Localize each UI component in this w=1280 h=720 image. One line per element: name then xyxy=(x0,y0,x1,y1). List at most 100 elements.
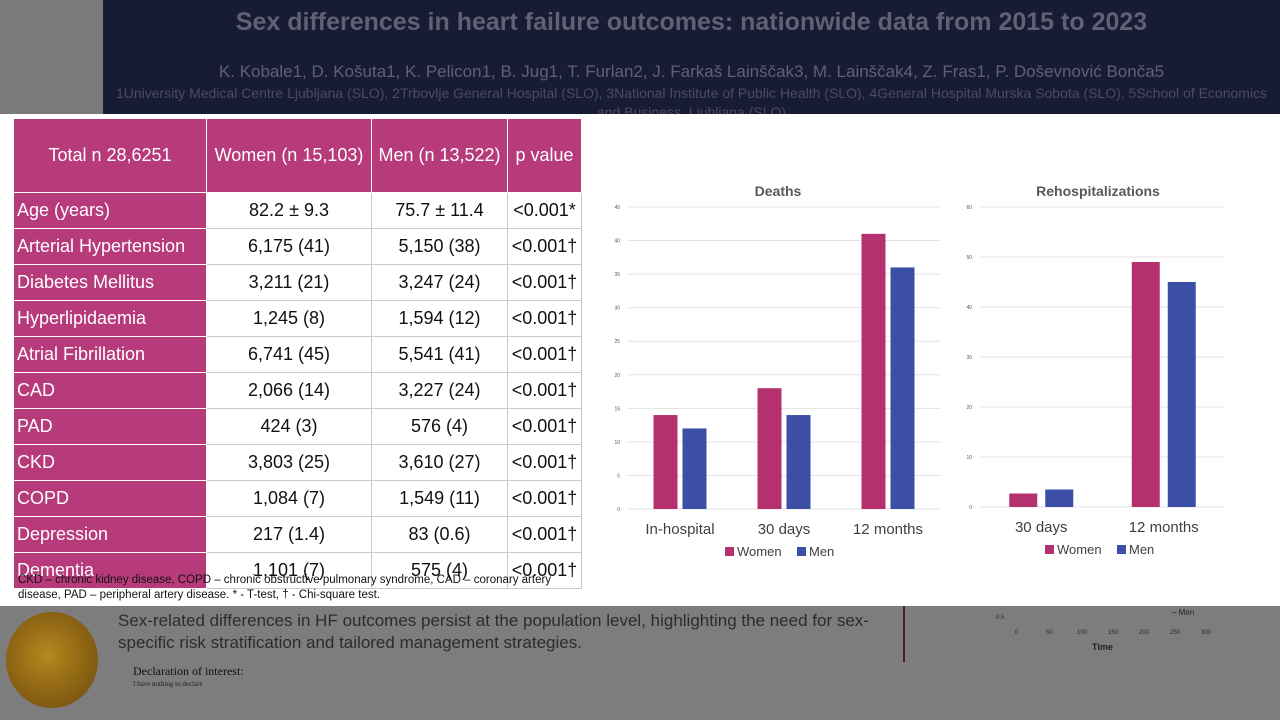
table-row: COPD 1,084 (7) 1,549 (11) <0.001† xyxy=(13,480,582,517)
category-label: 30 days xyxy=(758,521,811,538)
bar-women xyxy=(757,388,782,509)
women-value: 1,101 (7) xyxy=(206,552,372,589)
table-row: Diabetes Mellitus 3,211 (21) 3,247 (24) <0.… xyxy=(13,264,582,301)
bar-men xyxy=(890,267,915,509)
mini-plot-tick: 300 xyxy=(1201,630,1212,636)
women-value: 217 (1.4) xyxy=(206,516,372,553)
p-value: <0.001† xyxy=(507,552,582,589)
table-row: Age (years) 82.2 ± 9.3 75.7 ± 11.4 <0.001* xyxy=(13,192,582,229)
mini-plot-tick: 200 xyxy=(1139,630,1150,636)
men-value: 5,150 (38) xyxy=(371,228,508,265)
row-label: Age (years) xyxy=(13,192,207,229)
p-value: <0.001† xyxy=(507,264,582,301)
men-value: 75.7 ± 11.4 xyxy=(371,192,508,229)
legend-swatch-women xyxy=(725,547,734,556)
poster-affiliations: 1University Medical Centre Ljubljana (SL… xyxy=(115,85,1268,114)
bar-men xyxy=(682,428,707,509)
y-tick-label: 40 xyxy=(614,239,620,245)
men-value: 3,610 (27) xyxy=(371,444,508,481)
women-value: 6,741 (45) xyxy=(206,336,372,373)
women-value: 2,066 (14) xyxy=(206,372,372,409)
poster-title: Sex differences in heart failure outcome… xyxy=(235,8,1148,36)
overlay-panel: Total n 28,6251 Women (n 15,103) Men (n … xyxy=(0,114,1280,606)
legend-label-men: Men xyxy=(809,544,834,559)
poster-logo-image xyxy=(6,612,98,708)
men-value: 576 (4) xyxy=(371,408,508,445)
p-value: <0.001† xyxy=(507,372,582,409)
women-value: 1,245 (8) xyxy=(206,300,372,337)
row-label: PAD xyxy=(13,408,207,445)
chart-title: Deaths xyxy=(755,183,802,199)
table-header-women: Women (n 15,103) xyxy=(206,118,372,193)
table-footnote: CKD – chronic kidney disease, COPD – chr… xyxy=(18,574,552,601)
y-tick-label: 5 xyxy=(617,473,620,479)
bar-women xyxy=(653,415,678,509)
table-row: Dementia 1,101 (7) 575 (4) <0.001† xyxy=(13,552,582,589)
p-value: <0.001† xyxy=(507,480,582,517)
category-label: In-hospital xyxy=(645,521,714,538)
y-tick-label: 20 xyxy=(614,373,620,379)
legend-swatch-men xyxy=(1117,545,1126,554)
women-value: 424 (3) xyxy=(206,408,372,445)
row-label: COPD xyxy=(13,480,207,517)
men-value: 3,247 (24) xyxy=(371,264,508,301)
p-value: <0.001† xyxy=(507,336,582,373)
poster-header: Sex differences in heart failure outcome… xyxy=(103,0,1280,114)
table-header-total: Total n 28,6251 xyxy=(13,118,207,193)
table-header-men: Men (n 13,522) xyxy=(371,118,508,193)
y-tick-label: 45 xyxy=(614,205,620,211)
category-label: 30 days xyxy=(1015,519,1068,536)
bar-men xyxy=(1045,489,1074,507)
legend-label-men: Men xyxy=(1129,542,1154,557)
y-tick-label: 30 xyxy=(966,355,972,361)
poster-conclusion: Sex-related differences in HF outcomes p… xyxy=(118,611,869,652)
category-label: 12 months xyxy=(1129,519,1199,536)
p-value: <0.001† xyxy=(507,516,582,553)
table-header-row: Total n 28,6251 Women (n 15,103) Men (n … xyxy=(13,118,582,193)
table-row: Arterial Hypertension 6,175 (41) 5,150 (38… xyxy=(13,228,582,265)
bar-women xyxy=(1131,262,1160,507)
y-tick-label: 25 xyxy=(614,339,620,345)
chart-title: Rehospitalizations xyxy=(1036,183,1160,199)
y-tick-label: 35 xyxy=(614,272,620,278)
table-row: Hyperlipidaemia 1,245 (8) 1,594 (12) <0.001… xyxy=(13,300,582,337)
category-label: 12 months xyxy=(853,521,923,538)
mini-plot-tick: 250 xyxy=(1170,630,1181,636)
table-row: CKD 3,803 (25) 3,610 (27) <0.001† xyxy=(13,444,582,481)
table-header-p-value: p value xyxy=(507,118,582,193)
table-row: Depression 217 (1.4) 83 (0.6) <0.001† xyxy=(13,516,582,553)
mini-plot-tick: 100 xyxy=(1077,630,1088,636)
y-tick-label: 10 xyxy=(614,440,620,446)
deaths-chart: Deaths 0 5 10 15 20 25 30 35 40 45 In-hospital 30 da… xyxy=(614,183,940,559)
mini-plot-tick: 50 xyxy=(1046,630,1053,636)
bar-women xyxy=(861,233,886,509)
mini-plot-tick: 0 xyxy=(1015,630,1019,636)
row-label: Depression xyxy=(13,516,207,553)
women-value: 1,084 (7) xyxy=(206,480,372,517)
legend-label-women: Women xyxy=(737,544,782,559)
p-value: <0.001† xyxy=(507,408,582,445)
rehospitalizations-chart: Rehospitalizations 0 10 20 30 40 50 60 30 days 12… xyxy=(966,183,1225,557)
p-value: <0.001† xyxy=(507,444,582,481)
p-value: <0.001† xyxy=(507,300,582,337)
women-value: 82.2 ± 9.3 xyxy=(206,192,372,229)
legend-label-women: Women xyxy=(1057,542,1102,557)
baseline-table: Total n 28,6251 Women (n 15,103) Men (n … xyxy=(13,118,582,589)
y-tick-label: 15 xyxy=(614,406,620,412)
men-value: 83 (0.6) xyxy=(371,516,508,553)
p-value: <0.001† xyxy=(507,228,582,265)
bar-men xyxy=(1167,282,1196,507)
table-row: Atrial Fibrillation 6,741 (45) 5,541 (41) <… xyxy=(13,336,582,373)
y-tick-label: 40 xyxy=(966,305,972,311)
row-label: CAD xyxy=(13,372,207,409)
row-label: Dementia xyxy=(13,552,207,589)
legend-swatch-men xyxy=(797,547,806,556)
row-label: CKD xyxy=(13,444,207,481)
declaration-title: Declaration of interest: xyxy=(133,664,244,678)
bar-women xyxy=(1009,493,1038,507)
y-tick-label: 10 xyxy=(966,455,972,461)
men-value: 3,227 (24) xyxy=(371,372,508,409)
declaration-body: I have nothing to declare xyxy=(133,680,203,688)
legend-swatch-women xyxy=(1045,545,1054,554)
mini-plot-tick: 150 xyxy=(1108,630,1119,636)
